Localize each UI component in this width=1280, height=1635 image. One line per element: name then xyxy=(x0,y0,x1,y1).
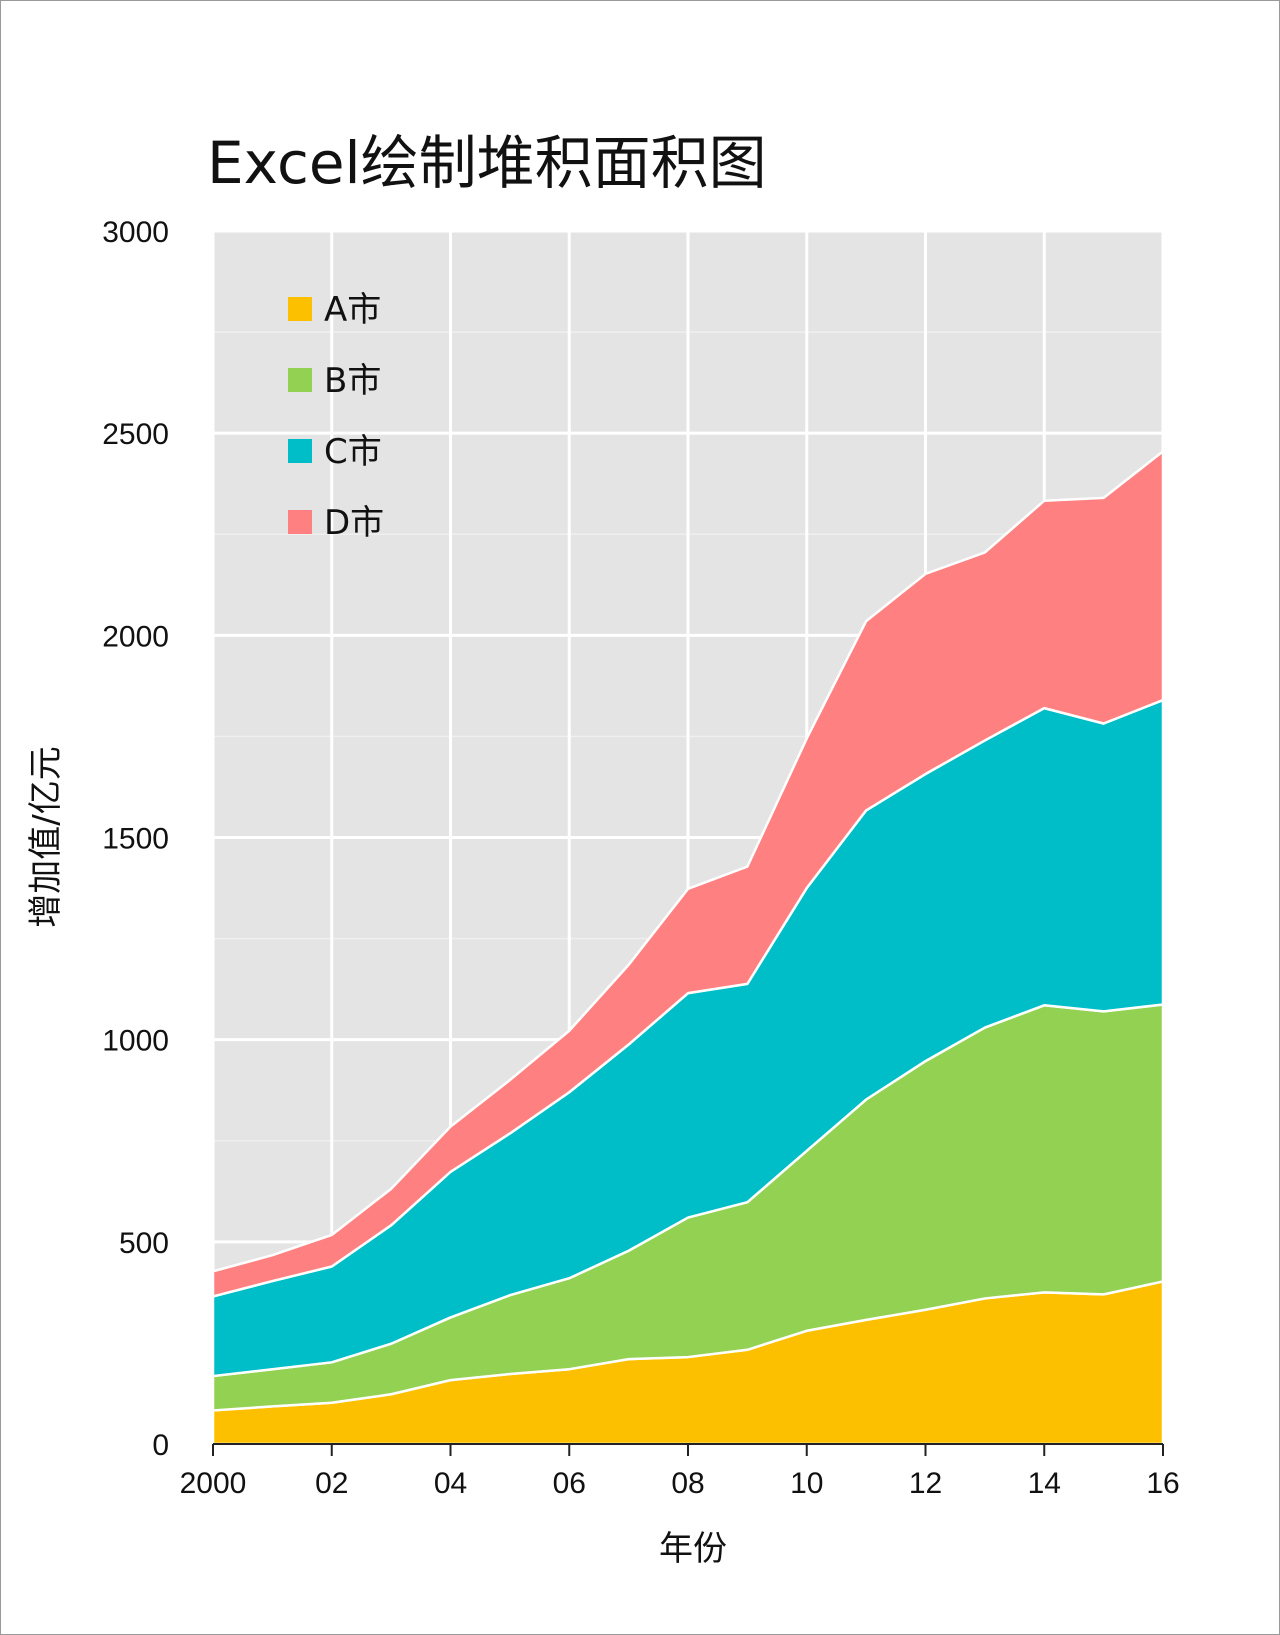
area-series-group xyxy=(211,450,1165,1446)
x-tick-label: 02 xyxy=(315,1467,348,1500)
x-tick-label: 10 xyxy=(790,1467,823,1500)
y-axis-title: 增加值/亿元 xyxy=(26,746,66,927)
y-tick-label: 2000 xyxy=(102,620,169,653)
legend-swatch xyxy=(288,297,312,321)
legend-item: A市 xyxy=(288,290,381,330)
legend-label: B市 xyxy=(324,361,381,401)
legend-item: B市 xyxy=(288,361,381,401)
x-tick-label: 06 xyxy=(553,1467,586,1500)
y-tick-label: 2500 xyxy=(102,418,169,451)
legend-label: D市 xyxy=(324,503,384,543)
legend-label: A市 xyxy=(324,290,381,330)
legend-item: D市 xyxy=(288,503,384,543)
x-tick-label: 12 xyxy=(909,1467,942,1500)
legend-swatch xyxy=(288,368,312,392)
legend-swatch xyxy=(288,510,312,534)
legend-label: C市 xyxy=(324,432,382,472)
y-tick-label: 3000 xyxy=(102,216,169,249)
x-axis-title: 年份 xyxy=(659,1529,727,1569)
y-tick-label: 1000 xyxy=(102,1025,169,1058)
x-tick-label: 2000 xyxy=(180,1467,247,1500)
area-series-4 xyxy=(211,450,1165,1298)
y-tick-label: 500 xyxy=(119,1227,169,1260)
legend-item: C市 xyxy=(288,432,382,472)
x-tick-label: 08 xyxy=(671,1467,704,1500)
legend-swatch xyxy=(288,439,312,463)
legend: A市 B市 C市 D市 xyxy=(288,290,384,543)
y-axis-tick-labels: 0 500 1000 1500 2000 2500 3000 xyxy=(102,216,169,1462)
x-axis: 2000 02 04 06 08 10 12 14 16 xyxy=(180,1443,1180,1500)
x-tick-label: 16 xyxy=(1146,1467,1179,1500)
x-tick-label: 14 xyxy=(1028,1467,1061,1500)
y-tick-label: 0 xyxy=(152,1429,169,1462)
x-tick-label: 04 xyxy=(434,1467,467,1500)
chart-title: Excel绘制堆积面积图 xyxy=(207,129,767,197)
y-tick-label: 1500 xyxy=(102,823,169,856)
